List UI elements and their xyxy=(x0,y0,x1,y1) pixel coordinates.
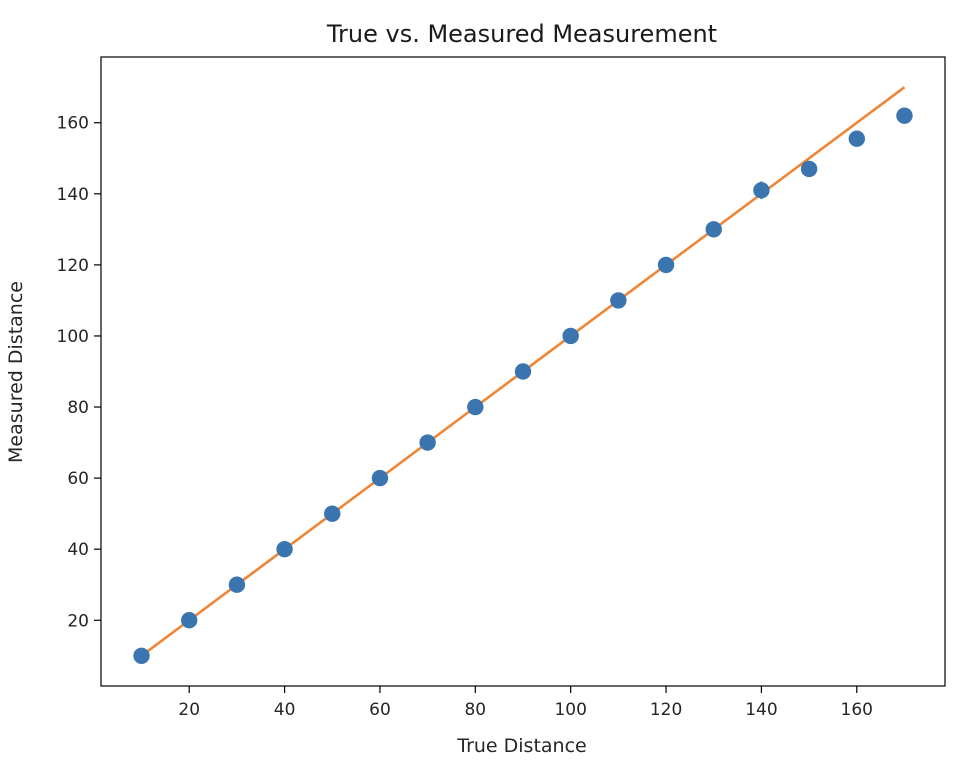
x-tick-label: 80 xyxy=(464,700,486,720)
data-point xyxy=(228,576,246,593)
x-tick-label: 160 xyxy=(841,700,873,720)
y-tick-label: 40 xyxy=(67,540,89,560)
data-point xyxy=(848,130,865,147)
data-point xyxy=(276,540,293,558)
data-point xyxy=(324,505,341,522)
data-point xyxy=(800,160,818,178)
data-point xyxy=(896,107,913,124)
y-tick-label: 20 xyxy=(67,611,89,631)
data-point xyxy=(181,612,198,629)
y-tick-label: 160 xyxy=(57,114,89,134)
x-axis-label: True Distance xyxy=(456,735,586,757)
data-point xyxy=(133,647,150,664)
plot-area: 20 40 60 80 100 120 140 160 20 40 60 80 100 120 140 160 xyxy=(57,56,946,720)
data-point xyxy=(419,434,436,451)
y-tick-label: 80 xyxy=(67,398,89,418)
y-tick-label: 140 xyxy=(57,185,89,205)
x-tick-label: 120 xyxy=(650,700,682,720)
chart-title: True vs. Measured Measurement xyxy=(326,20,717,48)
x-tick-label: 60 xyxy=(369,700,391,720)
x-tick-label: 40 xyxy=(274,700,296,720)
y-tick-label: 100 xyxy=(57,327,89,347)
x-tick-label: 20 xyxy=(178,700,200,720)
x-tick-label: 140 xyxy=(745,700,777,720)
y-tick-label: 60 xyxy=(67,469,89,489)
y-tick-label: 120 xyxy=(57,256,89,276)
data-point xyxy=(705,221,722,238)
data-point xyxy=(514,363,532,380)
data-point xyxy=(562,327,579,345)
data-point xyxy=(610,292,627,309)
y-axis-label: Measured Distance xyxy=(5,281,27,463)
data-point xyxy=(467,398,484,416)
data-point xyxy=(371,469,389,487)
data-point xyxy=(753,182,770,199)
plot-frame xyxy=(100,56,946,687)
data-point xyxy=(657,256,675,274)
x-tick-label: 100 xyxy=(554,700,586,720)
